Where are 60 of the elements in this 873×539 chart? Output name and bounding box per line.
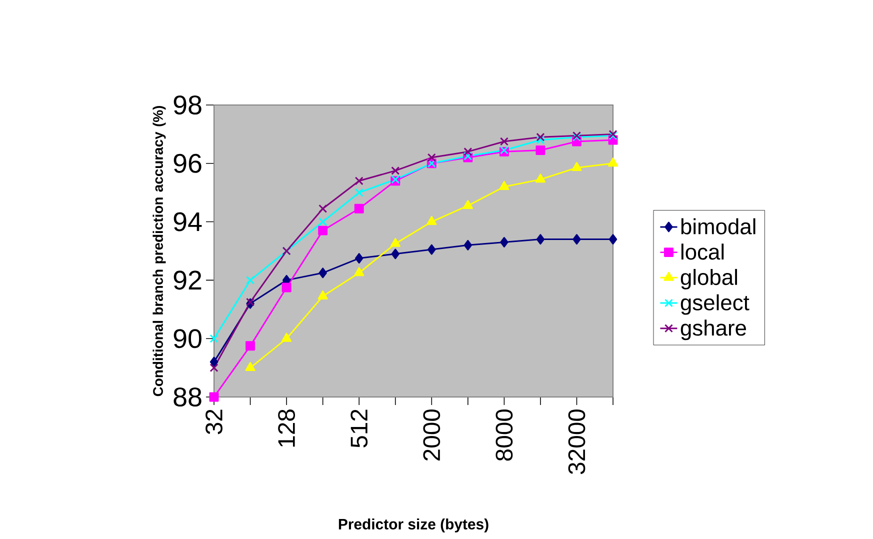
- legend-label: gshare: [680, 320, 746, 340]
- legend-label: bimodal: [681, 218, 756, 234]
- x-tick-label: 32: [206, 410, 222, 434]
- point: [209, 392, 219, 402]
- point: [427, 153, 436, 162]
- point: [572, 234, 581, 245]
- point: [390, 238, 400, 247]
- point: [354, 253, 364, 264]
- point: [318, 268, 327, 278]
- point: [428, 244, 436, 255]
- y-tick-label: 92: [174, 270, 202, 290]
- y-tick-label: 90: [174, 329, 202, 348]
- point: [318, 218, 328, 226]
- y-tick-label: 98: [174, 95, 202, 115]
- point: [354, 267, 364, 276]
- point: [246, 298, 255, 306]
- point: [500, 236, 508, 248]
- x-tick-label: 2000: [423, 409, 440, 460]
- point: [536, 234, 545, 245]
- point: [535, 174, 546, 183]
- y-axis-title: Conditional branch prediction accuracy (%): [152, 106, 166, 396]
- point: [464, 147, 472, 156]
- legend-label: local: [681, 244, 724, 260]
- point: [318, 290, 328, 300]
- x-tick-label: 32000: [568, 409, 586, 474]
- point: [499, 181, 510, 190]
- point: [318, 226, 328, 236]
- y-tick-label: 96: [174, 154, 202, 173]
- point: [282, 282, 292, 292]
- point: [246, 276, 255, 284]
- legend-label: global: [680, 268, 737, 290]
- x-tick-label: 128: [278, 410, 296, 447]
- point: [245, 362, 256, 372]
- point: [281, 332, 292, 342]
- point: [572, 162, 582, 172]
- y-tick-label: 88: [174, 387, 202, 407]
- point: [536, 132, 545, 142]
- point: [318, 204, 328, 213]
- point: [210, 364, 218, 372]
- point: [608, 158, 618, 167]
- point: [354, 188, 364, 197]
- point: [500, 137, 508, 146]
- legend-label: gselect: [680, 294, 750, 315]
- point: [210, 334, 218, 343]
- point: [426, 216, 437, 226]
- x-axis-title: Predictor size (bytes): [338, 518, 488, 532]
- point: [464, 240, 472, 250]
- x-tick-label: 512: [350, 410, 368, 448]
- point: [391, 248, 400, 260]
- point: [536, 136, 545, 144]
- point: [536, 146, 546, 155]
- x-tick-label: 8000: [496, 409, 513, 461]
- point: [391, 166, 400, 175]
- point: [608, 234, 618, 245]
- point: [354, 176, 364, 186]
- point: [246, 341, 256, 351]
- y-tick-label: 94: [174, 212, 202, 232]
- point: [354, 204, 364, 214]
- point: [210, 356, 218, 368]
- point: [462, 200, 473, 209]
